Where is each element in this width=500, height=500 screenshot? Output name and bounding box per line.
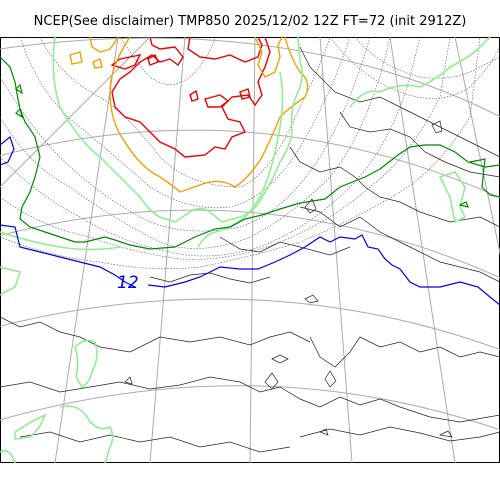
lightgreen-contour [0,450,16,463]
latitude-line [0,298,500,351]
island [438,430,453,438]
coastline [239,381,500,423]
green-contour [458,201,469,208]
blue-contour [0,135,15,166]
dotted-contour [0,37,371,232]
longitude-line [149,37,186,463]
coastline [299,206,500,283]
orange-contour [89,37,119,53]
island [271,354,289,364]
dotted-contour [354,37,500,79]
green-contour [15,83,23,95]
map-title: NCEP(See disclaimer) TMP850 2025/12/02 1… [33,14,467,29]
dotted-contour [0,37,391,249]
red-contour [189,89,199,102]
lightgreen-contour [74,339,98,389]
longitude-line [249,37,256,463]
coastline [149,272,271,284]
orange-contour [69,51,83,65]
island [304,294,319,304]
orange-contour [92,58,103,69]
lightgreen-contours [0,37,491,463]
orange-contour [109,37,309,193]
island [264,372,279,390]
coastline [309,336,500,368]
latitude-line [0,385,500,431]
orange-contours [69,37,309,193]
green-contour [0,56,500,250]
longitude-line [389,37,456,463]
green-contours [0,56,500,250]
contour-label-12: 12 [117,273,139,293]
coastline [339,111,500,178]
lightgreen-contour [349,37,491,108]
lightgreen-contour [52,37,303,223]
coastline [299,46,500,158]
red-contour [110,54,142,70]
coastline [299,426,500,442]
red-contour [239,88,251,100]
latitude-line [0,37,500,118]
blue-contours [0,135,500,306]
blue-contour [0,224,136,288]
lightgreen-contour [14,413,47,440]
weather-map: 12 [0,37,500,463]
dotted-contours [0,37,500,269]
map-border [0,37,500,463]
island [324,370,337,388]
longitude-line [319,37,353,463]
map-panel: 12 [0,37,500,463]
green-contour [469,158,500,198]
dotted-contour [39,37,331,188]
latitude-line [0,209,500,279]
blue-contour [147,234,500,306]
red-contour [147,54,159,66]
dotted-contour [0,37,451,260]
green-contour [15,107,23,119]
dotted-contour [19,37,351,209]
dotted-contour [329,37,500,99]
longitude-line [0,37,151,188]
island [124,376,133,385]
orange-contour [254,37,283,78]
dotted-contour [0,37,421,257]
lightgreen-contour [197,71,284,248]
island [431,120,443,134]
dotted-contour [0,37,481,269]
lightgreen-contour [438,171,467,224]
lightgreen-contour [0,266,22,296]
coastline [0,316,311,353]
lightgreen-contour [59,405,114,463]
coastlines [0,46,500,453]
coastline [19,431,291,453]
island [319,428,329,436]
coastline [0,376,241,393]
longitude-line [454,37,500,256]
dotted-contour [119,37,216,85]
red-contour [204,94,230,108]
